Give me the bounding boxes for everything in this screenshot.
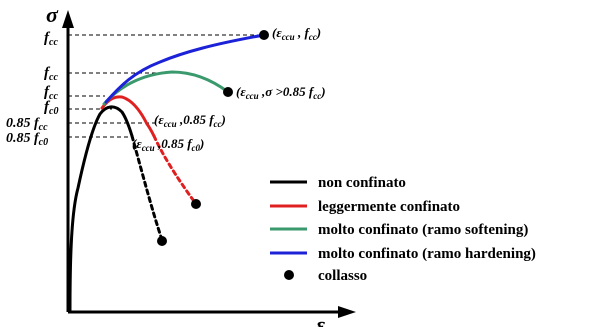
y-axis-arrowhead xyxy=(62,10,74,28)
legend-label-collapse: collasso xyxy=(318,268,367,284)
label-085-fcc: 0.85 fcc xyxy=(6,116,48,133)
annotation-light: (εccu ,0.85 fcc) xyxy=(154,112,226,129)
x-axis-symbol: ε xyxy=(316,312,325,327)
annotation-hardening: (εccu , fcc) xyxy=(272,25,321,42)
x-axis-arrowhead xyxy=(338,306,356,318)
collapse-points xyxy=(157,30,269,246)
legend: non confinato leggermente confinato molt… xyxy=(270,175,536,284)
legend-label-softening: molto confinato (ramo softening) xyxy=(318,222,528,238)
label-fcc-top: fcc xyxy=(44,30,58,48)
annotation-unconfined: (εccu ,0.85 fc0) xyxy=(132,136,204,153)
legend-label-light: leggermente confinato xyxy=(318,199,460,215)
legend-label-unconfined: non confinato xyxy=(318,175,406,191)
y-axis-symbol: σ xyxy=(46,2,59,27)
curves xyxy=(68,33,266,312)
label-fc0: fc0 xyxy=(44,99,58,117)
curve-unconfined xyxy=(68,105,134,312)
curve-light-dotted xyxy=(152,134,198,206)
axes: σ ε xyxy=(46,2,356,327)
annotation-softening: (εccu ,σ >0.85 fcc) xyxy=(236,84,326,101)
label-fcc-low: fcc xyxy=(44,84,58,102)
label-fcc-mid: fcc xyxy=(44,65,58,83)
curve-unconfined-dotted xyxy=(130,134,164,242)
legend-label-hardening: molto confinato (ramo hardening) xyxy=(318,246,536,262)
curve-light xyxy=(100,95,156,138)
collapse-light xyxy=(191,199,201,209)
label-085-fc0: 0.85 fc0 xyxy=(6,131,48,148)
curve-hardening xyxy=(104,33,266,104)
collapse-unconfined xyxy=(157,236,167,246)
curve-softening xyxy=(102,70,230,106)
legend-swatch-collapse xyxy=(284,270,294,280)
collapse-hardening xyxy=(259,30,269,40)
y-labels: fcc fcc fcc fc0 0.85 fcc 0.85 fc0 xyxy=(6,30,58,148)
point-annotations: (εccu , fcc) (εccu ,σ >0.85 fcc) (εccu ,… xyxy=(132,25,326,153)
collapse-softening xyxy=(223,87,233,97)
